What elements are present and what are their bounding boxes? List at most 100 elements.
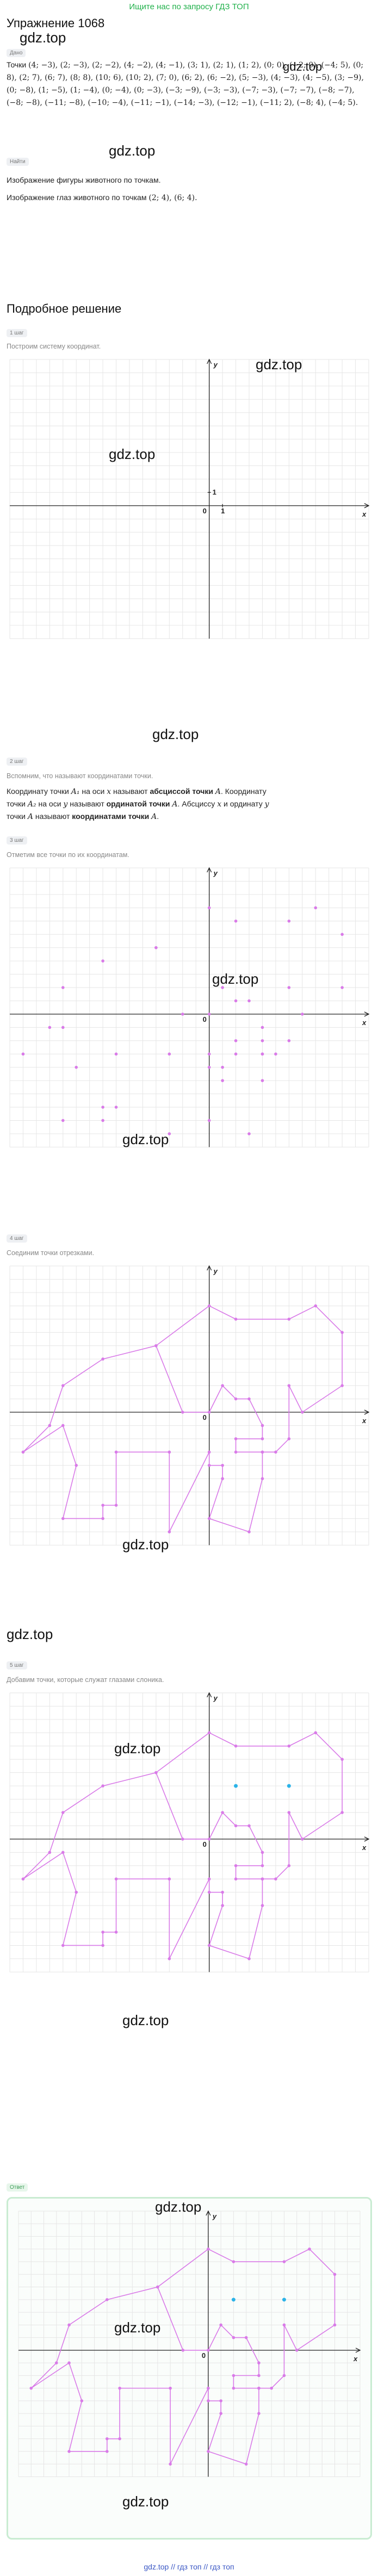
figure-point <box>232 2336 236 2339</box>
y-axis-arrow <box>207 1265 212 1271</box>
figure-point <box>54 2361 58 2364</box>
x-axis-arrow <box>355 2348 361 2353</box>
figure-point <box>67 2323 71 2327</box>
math-A: A <box>151 812 157 821</box>
figure-point <box>48 1424 52 1427</box>
figure-point <box>61 1517 65 1520</box>
top-search-link[interactable]: Ищите нас по запросу ГДЗ ТОП <box>129 2 249 11</box>
answer-tag: Ответ <box>7 2183 28 2192</box>
step-4-note: Соединим точки отрезками. <box>7 1249 95 1257</box>
x-axis-arrow <box>364 1011 370 1017</box>
figure-point <box>29 2386 33 2390</box>
step-1-tag: 1 шаг <box>7 329 27 337</box>
watermark: gdz.top <box>109 142 156 159</box>
figure-point <box>61 1026 65 1029</box>
figure-point <box>287 1811 291 1814</box>
figure-point <box>207 1944 211 1947</box>
figure-point <box>340 986 344 989</box>
figure-point <box>207 1065 211 1069</box>
find-line-1: Изображение фигуры животного по точкам. <box>7 176 161 184</box>
figure-point <box>61 1811 65 1814</box>
watermark: gdz.top <box>114 1740 161 1756</box>
figure-point <box>207 1463 211 1467</box>
figure-point <box>333 2323 337 2327</box>
figure-point <box>234 919 238 923</box>
unit-y-label: 1 <box>213 488 216 496</box>
figure-point <box>106 2437 109 2441</box>
chart-step-1: x y 0 1 1 <box>9 358 370 639</box>
math-A: A <box>172 800 178 809</box>
figure-point <box>261 1052 264 1056</box>
figure-point <box>75 1463 78 1467</box>
given-text: Точки (4; −3), (2; −3), (2; −2), (4; −2)… <box>7 59 371 109</box>
unit-x-label: 1 <box>221 507 225 515</box>
figure-point <box>261 1851 264 1854</box>
text-part: называют <box>33 812 72 821</box>
math-y: y <box>264 800 269 809</box>
x-axis-arrow <box>364 503 370 508</box>
watermark: gdz.top <box>122 2012 169 2028</box>
figure-point <box>287 1744 291 1748</box>
watermark: gdz.top <box>20 29 66 46</box>
step-5-note: Добавим точки, которые служат глазами сл… <box>7 1676 164 1684</box>
figure-point <box>282 2323 286 2327</box>
figure-point <box>169 2386 172 2390</box>
watermark: gdz.top <box>155 2199 202 2215</box>
figure-point <box>221 1890 224 1894</box>
x-axis-arrow <box>364 1410 370 1415</box>
figure-point <box>300 1838 304 1841</box>
figure-point <box>75 1065 78 1069</box>
figure-point <box>257 2374 261 2378</box>
figure-point <box>114 1931 118 1934</box>
figure-point <box>287 1039 291 1042</box>
term-abscissa: абсциссой точки <box>150 787 213 796</box>
figure-point <box>168 1132 171 1135</box>
figure-point <box>207 1411 211 1414</box>
text-part: называют <box>67 799 107 808</box>
math-x: x <box>217 800 222 809</box>
footer-links[interactable]: gdz.top // гдз топ // гдз топ <box>144 2562 234 2571</box>
y-axis-label: y <box>213 1267 218 1275</box>
figure-point <box>101 1106 104 1109</box>
find-line-2-points: (2; 4), (6; 4). <box>148 194 197 202</box>
watermark: gdz.top <box>7 1626 53 1642</box>
figure-point <box>61 1424 65 1427</box>
text-part: точки <box>7 812 28 821</box>
x-axis-label: x <box>362 1019 367 1027</box>
figure-point <box>101 1931 104 1934</box>
chart-step-5: x y 0 <box>9 1692 370 1972</box>
figure-point <box>232 2374 236 2378</box>
text-part: называют <box>111 787 150 796</box>
figure-point <box>234 1039 238 1042</box>
figure-point <box>300 1013 304 1016</box>
figure-point <box>101 1784 104 1787</box>
text-part: . Координату <box>220 787 267 796</box>
figure-point <box>234 1877 238 1881</box>
figure-point <box>67 2450 71 2453</box>
figure-point <box>21 1877 25 1881</box>
figure-point <box>261 1437 264 1441</box>
math-A1: A₁ <box>71 787 80 796</box>
figure-point <box>340 1331 344 1334</box>
figure-point <box>308 2247 311 2251</box>
figure-point <box>247 1132 251 1135</box>
origin-label: 0 <box>203 507 207 515</box>
figure-point <box>207 2247 210 2251</box>
text-part: . Абсциссу <box>177 799 218 808</box>
step-2-tag: 2 шаг <box>7 758 27 766</box>
figure-point <box>314 906 318 910</box>
figure-point <box>207 2450 210 2453</box>
figure-point <box>207 1052 211 1056</box>
text-part: на оси <box>79 787 107 796</box>
chart-step-4: x y 0 <box>9 1265 370 1545</box>
find-tag: Найти <box>7 158 29 166</box>
figure-point <box>261 1877 264 1881</box>
figure-point <box>340 933 344 936</box>
figure-point <box>247 1957 251 1960</box>
watermark: gdz.top <box>122 1131 169 1147</box>
figure-point <box>207 1890 211 1894</box>
figure-point <box>168 1877 171 1881</box>
figure-point <box>340 1811 344 1814</box>
figure-point <box>234 1450 238 1454</box>
exercise-title: Упражнение 1068 <box>7 16 105 30</box>
